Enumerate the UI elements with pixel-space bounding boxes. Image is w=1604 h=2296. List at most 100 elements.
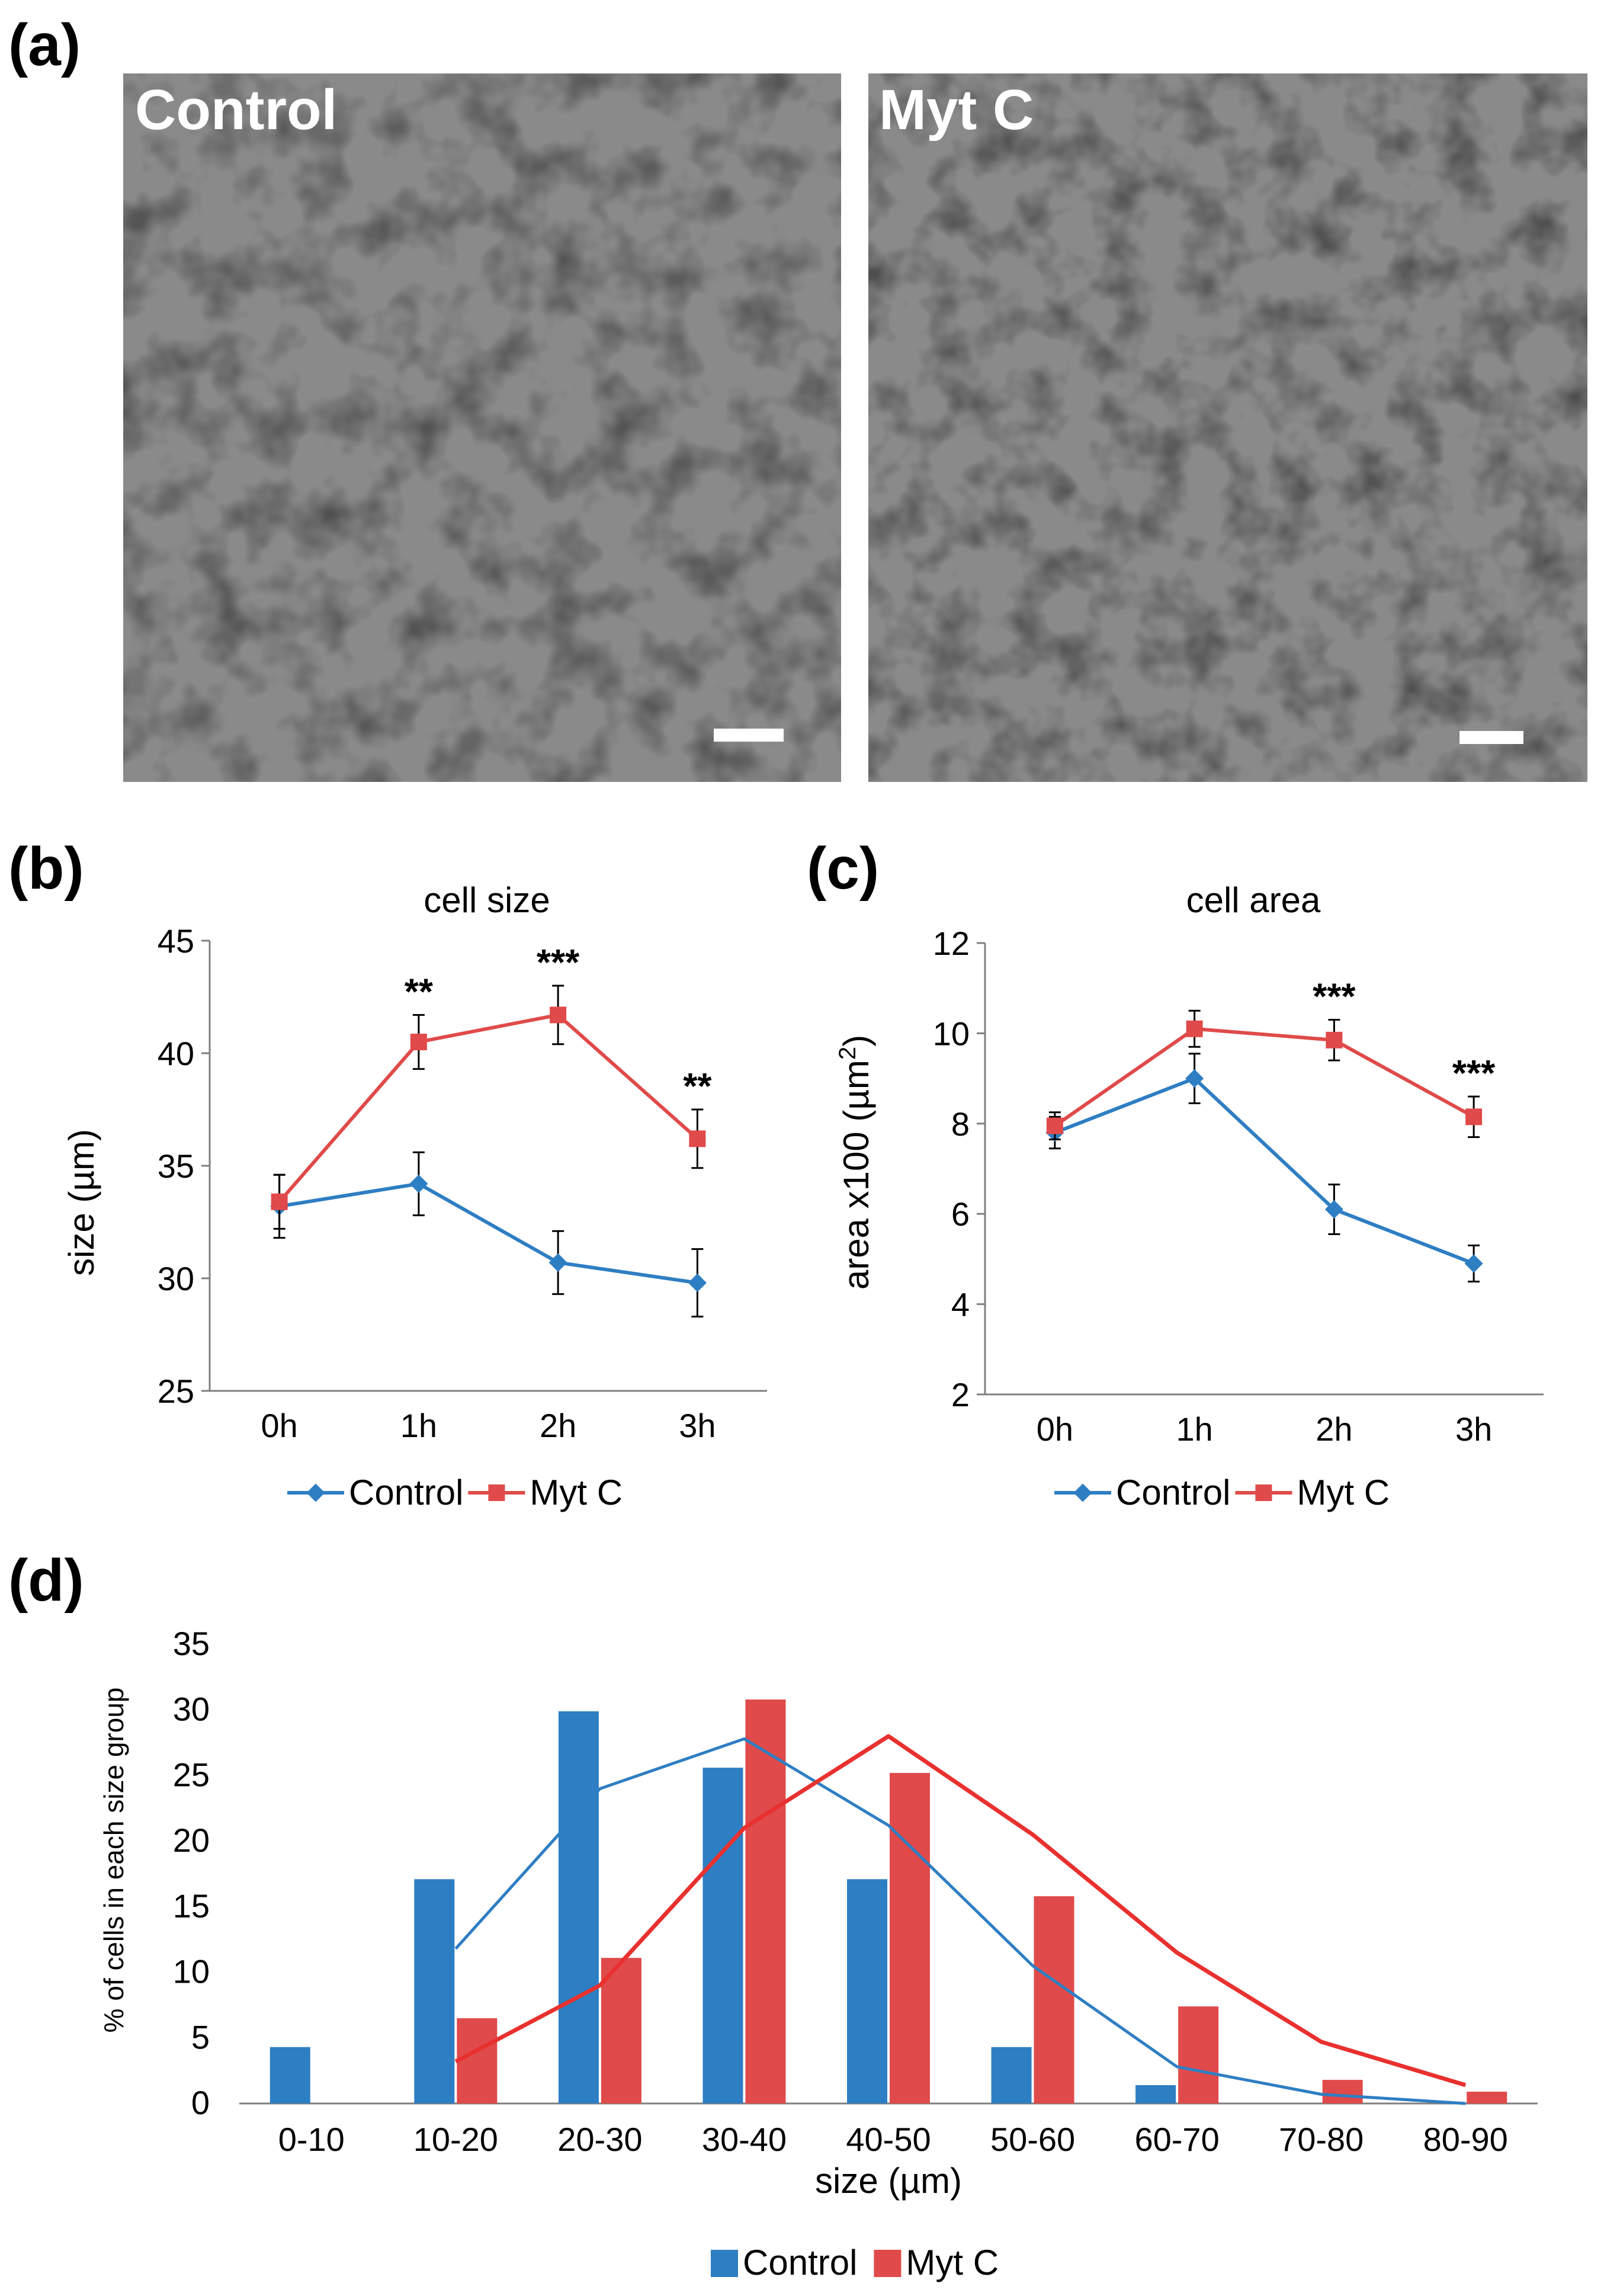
legend-label: Control xyxy=(1116,1473,1230,1512)
data-point-control xyxy=(1324,1200,1343,1219)
data-point-control xyxy=(548,1253,567,1272)
micrograph-mytc: Myt C xyxy=(868,73,1587,782)
legend-swatch xyxy=(711,2250,738,2277)
data-point-mytc xyxy=(1186,1020,1203,1037)
legend-label: Control xyxy=(349,1473,463,1512)
data-point-mytc xyxy=(1465,1108,1483,1125)
legend-marker-control xyxy=(1073,1483,1092,1502)
y-tick-label: 8 xyxy=(951,1105,970,1143)
x-tick-label: 50-60 xyxy=(990,2121,1075,2158)
y-tick-label: 25 xyxy=(173,1756,210,1793)
micrograph-control-label: Control xyxy=(135,78,337,142)
series-line-control xyxy=(279,1182,698,1285)
bar-myt-c xyxy=(1322,2080,1363,2103)
chart-b-legend: Control Myt C xyxy=(287,1473,623,1512)
panel-c-label: (c) xyxy=(807,835,879,902)
scale-bar-control xyxy=(714,729,784,742)
legend-label: Control xyxy=(743,2243,857,2282)
legend-marker-control xyxy=(306,1483,325,1502)
x-tick-label: 2h xyxy=(540,1407,576,1444)
data-point-mytc xyxy=(550,1006,567,1024)
panel-a-label: (a) xyxy=(8,12,81,78)
bar-control xyxy=(270,2047,310,2103)
legend-label: Myt C xyxy=(530,1473,623,1512)
y-tick-label: 10 xyxy=(933,1015,970,1052)
bar-control xyxy=(702,1768,743,2103)
chart-cell-size: (b) cell size size (µm) 25 30 35 40 45 0h 1h 2… xyxy=(8,835,767,1512)
bar-myt-c xyxy=(457,2018,498,2103)
x-tick-label: 10-20 xyxy=(413,2121,498,2158)
chart-b-title: cell size xyxy=(424,880,550,920)
panel-d-label: (d) xyxy=(8,1547,84,1614)
x-tick-label: 3h xyxy=(1455,1410,1492,1448)
bar-control xyxy=(991,2047,1032,2103)
legend-label: Myt C xyxy=(1297,1473,1390,1512)
bar-control xyxy=(1135,2085,1176,2103)
chart-d-xlabel: size (µm) xyxy=(815,2161,962,2201)
y-tick-label: 10 xyxy=(173,1953,210,1990)
series-line-control xyxy=(1054,1076,1475,1265)
significance-marker: *** xyxy=(537,942,580,983)
bar-myt-c xyxy=(1034,1896,1074,2103)
scale-bar-mytc xyxy=(1459,731,1523,744)
x-tick-label: 0h xyxy=(1037,1410,1073,1448)
chart-c-ylabel-tail: ) xyxy=(836,1035,876,1047)
chart-d-legend: Control Myt C xyxy=(711,2243,999,2282)
data-point-control xyxy=(1185,1069,1204,1088)
trend-line-control xyxy=(454,1737,1466,2105)
x-tick-label: 80-90 xyxy=(1423,2121,1508,2158)
data-point-mytc xyxy=(271,1193,288,1210)
y-tick-label: 15 xyxy=(173,1887,210,1925)
y-tick-label: 0 xyxy=(191,2084,210,2121)
chart-d-ylabel: % of cells in each size group xyxy=(98,1688,129,2033)
series-line-myt-c xyxy=(278,1013,699,1203)
chart-c-ylabel: area x100 (µm2) xyxy=(835,1035,876,1290)
bar-control xyxy=(847,1879,887,2103)
y-tick-label: 35 xyxy=(158,1147,194,1185)
significance-marker: *** xyxy=(1452,1053,1496,1094)
chart-c-legend: Control Myt C xyxy=(1054,1473,1390,1512)
y-tick-label: 12 xyxy=(933,925,970,962)
chart-c-ylabel-main: area x100 (µm xyxy=(836,1060,876,1290)
y-tick-label: 25 xyxy=(158,1373,194,1410)
micrograph-mytc-label: Myt C xyxy=(879,78,1034,142)
micrograph-control-cells xyxy=(123,73,841,782)
y-tick-label: 30 xyxy=(173,1691,210,1728)
y-tick-label: 40 xyxy=(158,1035,194,1072)
data-point-control xyxy=(1464,1254,1483,1273)
y-tick-label: 30 xyxy=(158,1260,194,1297)
y-tick-label: 2 xyxy=(951,1376,970,1413)
data-point-mytc xyxy=(1046,1117,1063,1134)
y-tick-label: 6 xyxy=(951,1195,970,1233)
x-tick-label: 1h xyxy=(1176,1410,1212,1448)
x-tick-label: 60-70 xyxy=(1134,2121,1219,2158)
bar-myt-c xyxy=(890,1773,930,2103)
data-point-control xyxy=(409,1174,428,1193)
significance-marker: *** xyxy=(1313,977,1356,1018)
bar-myt-c xyxy=(601,1958,641,2103)
micrograph-control: Control xyxy=(123,73,841,782)
bar-control xyxy=(558,1711,599,2103)
chart-c-ylabel-sup: 2 xyxy=(835,1047,861,1060)
y-tick-label: 45 xyxy=(158,922,194,960)
x-tick-label: 70-80 xyxy=(1279,2121,1364,2158)
y-tick-label: 35 xyxy=(173,1625,210,1662)
x-tick-label: 2h xyxy=(1316,1410,1352,1448)
x-tick-label: 3h xyxy=(679,1407,716,1444)
bar-myt-c xyxy=(745,1699,786,2103)
x-tick-label: 0-10 xyxy=(278,2121,345,2158)
bar-myt-c xyxy=(1467,2092,1507,2103)
legend-swatch xyxy=(874,2250,902,2277)
chart-b-ylabel: size (µm) xyxy=(62,1129,101,1276)
data-point-control xyxy=(688,1274,707,1293)
x-tick-label: 1h xyxy=(400,1407,437,1444)
panel-b-label: (b) xyxy=(8,835,84,902)
y-tick-label: 4 xyxy=(951,1286,970,1323)
bar-control xyxy=(414,1879,455,2103)
chart-c-title: cell area xyxy=(1186,880,1321,920)
trend-line-myt-c xyxy=(454,1734,1467,2087)
y-tick-label: 5 xyxy=(191,2018,210,2056)
x-tick-label: 0h xyxy=(261,1407,297,1444)
legend-label: Myt C xyxy=(906,2243,999,2282)
